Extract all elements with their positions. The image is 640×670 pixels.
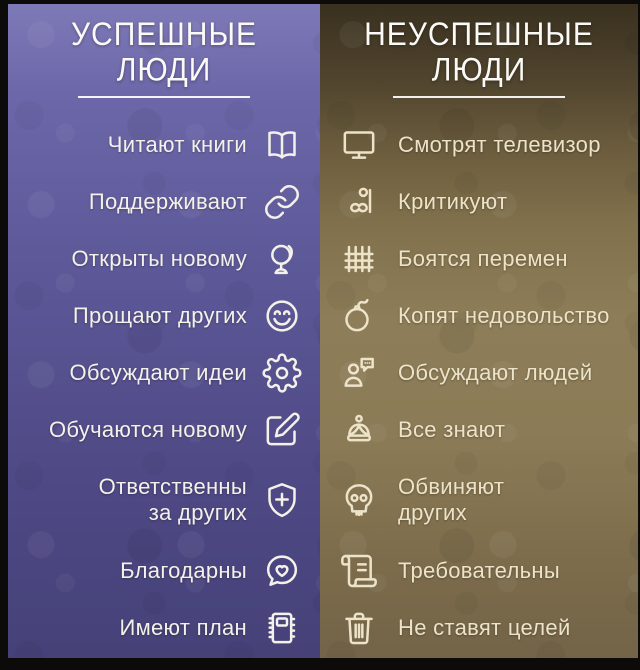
shield-cross-icon: [260, 478, 304, 522]
skull-icon: [337, 478, 381, 522]
trait-label: Копят недовольство: [398, 302, 610, 328]
successful-header: УСПЕШНЫЕ ЛЮДИ: [8, 4, 320, 116]
list-item: Имеют план: [8, 599, 320, 656]
successful-panel: УСПЕШНЫЕ ЛЮДИ Читают книги Поддерживают: [8, 4, 320, 658]
trait-label: Требовательны: [398, 557, 560, 583]
list-item: Благодарны: [8, 542, 320, 599]
trait-label: Благодарны: [120, 557, 247, 583]
smiley-icon: [260, 294, 304, 338]
title-underline: [78, 96, 250, 98]
trait-label: Прощают других: [72, 302, 247, 328]
spiral-notebook-icon: [260, 606, 304, 650]
trait-label: Обсуждают идеи: [69, 359, 247, 385]
list-item: Поддерживают: [8, 173, 320, 230]
unsuccessful-title-line1: НЕУСПЕШНЫЕ: [364, 17, 594, 53]
list-item: Не ставят целей: [320, 599, 638, 656]
trait-label: Ответственны за других: [98, 474, 247, 525]
crown-icon: [337, 408, 381, 452]
title-underline: [393, 96, 565, 98]
successful-title-line2: ЛЮДИ: [116, 52, 212, 89]
list-item: Прощают других: [8, 287, 320, 344]
list-item: Читают книги: [8, 116, 320, 173]
desk-globe-icon: [260, 237, 304, 281]
fence-grid-icon: [337, 237, 381, 281]
person-speech-bubble-icon: [337, 351, 381, 395]
open-book-icon: [260, 123, 304, 167]
trait-label: Смотрят телевизор: [398, 131, 601, 157]
list-item: Ответственны за других: [8, 458, 320, 542]
scroll-icon: [337, 549, 381, 593]
edit-pencil-icon: [260, 408, 304, 452]
unsuccessful-title-line2: ЛЮДИ: [431, 52, 527, 89]
list-item: Обвиняют других: [320, 458, 638, 542]
trait-label: Боятся перемен: [398, 245, 568, 271]
successful-title-line1: УСПЕШНЫЕ: [70, 17, 258, 53]
comparison-panels: УСПЕШНЫЕ ЛЮДИ Читают книги Поддерживают: [8, 4, 638, 658]
unsuccessful-title: НЕУСПЕШНЫЕ ЛЮДИ: [320, 17, 638, 88]
list-item: Копят недовольство: [320, 287, 638, 344]
heart-speech-bubble-icon: [260, 549, 304, 593]
list-item: Открыты новому: [8, 230, 320, 287]
trait-label: Открыты новому: [71, 245, 247, 271]
list-item: Все знают: [320, 401, 638, 458]
monitor-icon: [337, 123, 381, 167]
trait-label: Критикуют: [398, 188, 508, 214]
successful-title: УСПЕШНЫЕ ЛЮДИ: [8, 17, 320, 88]
list-item: Обсуждают идеи: [8, 344, 320, 401]
trash-can-icon: [337, 606, 381, 650]
list-item: Требовательны: [320, 542, 638, 599]
bomb-icon: [337, 294, 381, 338]
trait-label: Не ставят целей: [398, 614, 571, 640]
trait-label: Читают книги: [107, 131, 247, 157]
list-item: Обучаются новому: [8, 401, 320, 458]
trait-label: Обучаются новому: [48, 416, 247, 442]
list-item: Обсуждают людей: [320, 344, 638, 401]
trait-label: Поддерживают: [88, 188, 247, 214]
unsuccessful-panel: НЕУСПЕШНЫЕ ЛЮДИ Смотрят телевизор Крит: [320, 4, 638, 658]
chain-link-icon: [260, 180, 304, 224]
trait-label: Имеют план: [119, 614, 247, 640]
list-item: Боятся перемен: [320, 230, 638, 287]
unsuccessful-header: НЕУСПЕШНЫЕ ЛЮДИ: [320, 4, 638, 116]
trait-label: Обсуждают людей: [398, 359, 593, 385]
list-item: Критикуют: [320, 173, 638, 230]
list-item: Смотрят телевизор: [320, 116, 638, 173]
monocle-mustache-icon: [337, 180, 381, 224]
gear-icon: [260, 351, 304, 395]
trait-label: Все знают: [398, 416, 506, 442]
trait-label: Обвиняют других: [398, 474, 505, 525]
